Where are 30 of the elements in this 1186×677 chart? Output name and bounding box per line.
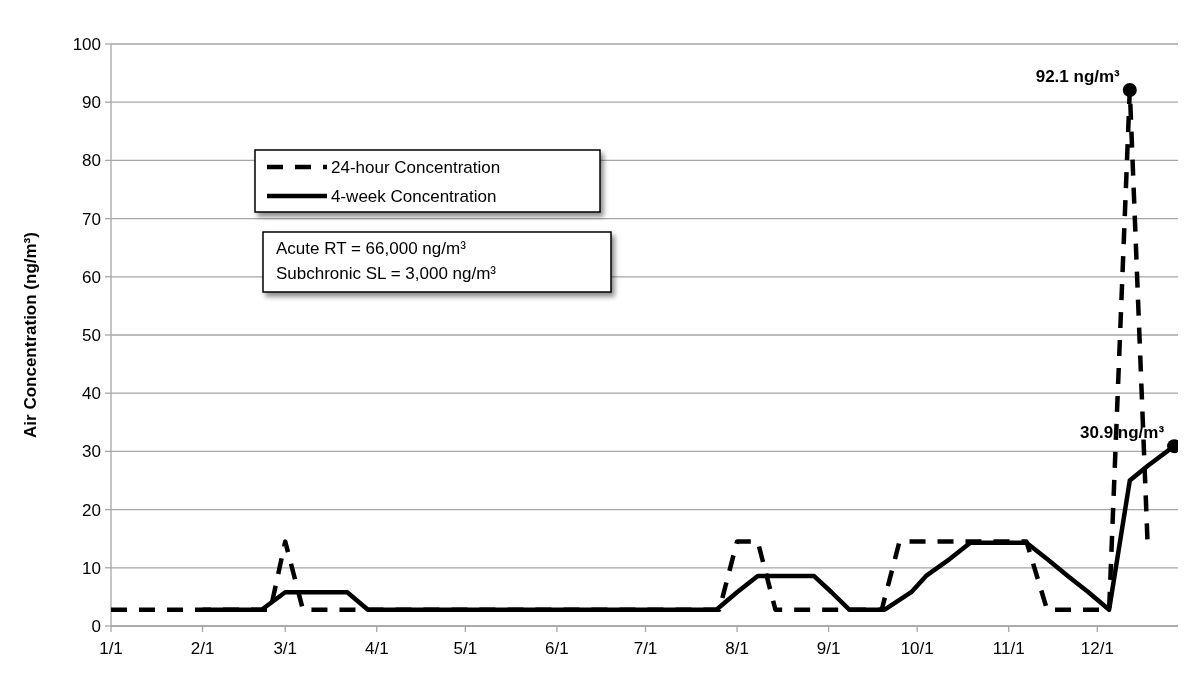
x-tick-label: 1/1 bbox=[99, 639, 123, 658]
x-tick-label: 6/1 bbox=[545, 639, 569, 658]
annotation: 92.1 ng/m³ bbox=[1035, 66, 1121, 86]
y-tick-label: 60 bbox=[82, 267, 101, 287]
y-tick-label: 0 bbox=[91, 616, 101, 636]
x-tick-label: 9/1 bbox=[816, 639, 841, 658]
y-axis-title: Air Concentration (ng/m³) bbox=[21, 232, 40, 438]
x-tick-label: 8/1 bbox=[725, 639, 749, 658]
x-tick-label: 4/1 bbox=[364, 639, 389, 658]
legend-label: 24-hour Concentration bbox=[331, 157, 501, 177]
annotation: 30.9 ng/m³ bbox=[1080, 423, 1165, 443]
x-tick-label: 10/1 bbox=[900, 639, 934, 658]
y-tick-label: 70 bbox=[82, 209, 101, 229]
x-tick-label: 2/1 bbox=[190, 639, 215, 658]
y-tick-label: 50 bbox=[82, 325, 101, 345]
y-tick-label: 20 bbox=[82, 500, 101, 520]
x-tick-label: 5/1 bbox=[453, 639, 478, 658]
y-tick-label: 100 bbox=[72, 34, 101, 54]
legend-label: 4-week Concentration bbox=[331, 186, 497, 206]
x-tick-label: 7/1 bbox=[633, 639, 658, 658]
x-tick-label: 11/1 bbox=[992, 639, 1025, 658]
y-tick-label: 80 bbox=[82, 151, 101, 171]
y-tick-label: 90 bbox=[82, 93, 101, 113]
y-tick-label: 40 bbox=[82, 384, 101, 404]
y-tick-label: 30 bbox=[82, 442, 101, 462]
x-tick-label: 12/1 bbox=[1080, 639, 1114, 658]
y-tick-label: 10 bbox=[82, 558, 101, 578]
annotation: Acute RT = 66,000 ng/m³ bbox=[276, 239, 467, 258]
annotation: Subchronic SL = 3,000 ng/m³ bbox=[276, 264, 497, 283]
x-tick-label: 3/1 bbox=[273, 639, 298, 658]
